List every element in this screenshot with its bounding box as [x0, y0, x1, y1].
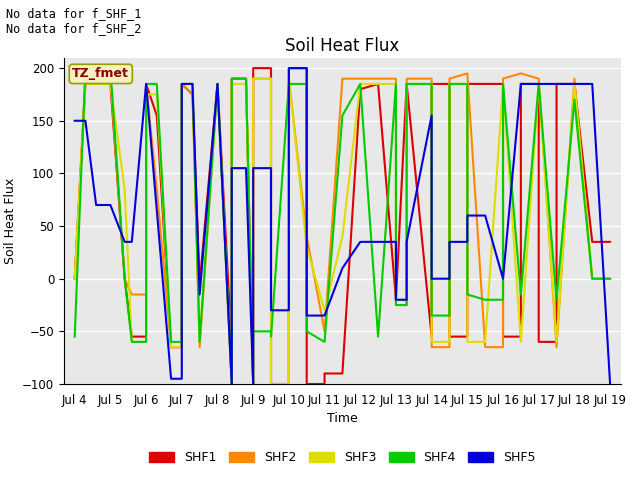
Text: No data for f_SHF_2: No data for f_SHF_2	[6, 22, 142, 35]
X-axis label: Time: Time	[327, 412, 358, 425]
Text: No data for f_SHF_1: No data for f_SHF_1	[6, 7, 142, 20]
Text: TZ_fmet: TZ_fmet	[72, 67, 129, 80]
Legend: SHF1, SHF2, SHF3, SHF4, SHF5: SHF1, SHF2, SHF3, SHF4, SHF5	[144, 446, 541, 469]
Title: Soil Heat Flux: Soil Heat Flux	[285, 36, 399, 55]
Y-axis label: Soil Heat Flux: Soil Heat Flux	[4, 178, 17, 264]
